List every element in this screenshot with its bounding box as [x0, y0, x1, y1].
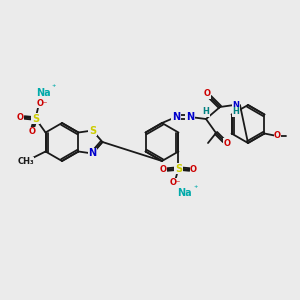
Text: CH₃: CH₃ [17, 157, 34, 166]
Text: S: S [32, 113, 39, 124]
Text: O: O [17, 113, 24, 122]
Text: O: O [160, 165, 167, 174]
Text: N: N [186, 112, 194, 122]
Text: O⁻: O⁻ [37, 99, 48, 108]
Text: O: O [29, 127, 36, 136]
Text: S: S [175, 164, 182, 173]
Text: Na: Na [36, 88, 51, 98]
Text: S: S [89, 125, 96, 136]
Text: H: H [202, 107, 209, 116]
Text: ⁺: ⁺ [193, 184, 198, 193]
Text: O: O [224, 139, 230, 148]
Text: ⁺: ⁺ [51, 83, 56, 92]
Text: N: N [172, 112, 180, 122]
Text: O: O [203, 89, 211, 98]
Text: Na: Na [177, 188, 192, 197]
Text: N: N [88, 148, 97, 158]
Text: O: O [274, 131, 281, 140]
Text: N: N [232, 100, 239, 109]
Text: O⁻: O⁻ [170, 178, 181, 187]
Text: O: O [190, 165, 197, 174]
Text: H: H [232, 107, 239, 116]
